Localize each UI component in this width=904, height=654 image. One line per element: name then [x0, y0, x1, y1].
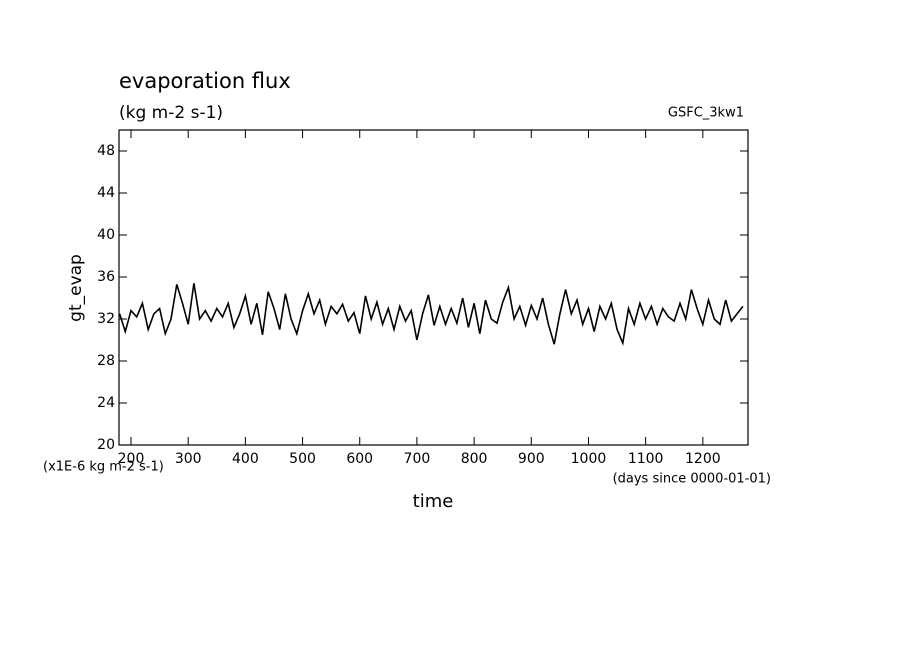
x-tick-label: 200: [118, 451, 145, 467]
y-axis-label: gt_evap: [66, 254, 86, 322]
x-tick-label: 700: [404, 451, 431, 467]
x-tick-label: 300: [175, 451, 202, 467]
y-tick-label: 32: [97, 311, 115, 327]
x-tick-label: 500: [289, 451, 316, 467]
chart-title: evaporation flux: [119, 69, 291, 93]
y-tick-label: 44: [97, 185, 115, 201]
data-line: [118, 283, 744, 346]
x-tick-label: 800: [461, 451, 488, 467]
y-tick-label: 24: [97, 395, 115, 411]
plot-frame: [118, 129, 749, 446]
y-tick-label: 40: [97, 227, 115, 243]
x-tick-label: 900: [518, 451, 545, 467]
x-tick-label: 1100: [628, 451, 664, 467]
y-units: (x1E-6 kg m-2 s-1): [43, 460, 164, 475]
y-tick-label: 20: [97, 437, 115, 453]
annotation: GSFC_3kw1: [668, 106, 744, 121]
x-tick-label: 400: [232, 451, 259, 467]
chart-subtitle: (kg m-2 s-1): [119, 103, 223, 123]
x-axis-label: time: [413, 491, 454, 512]
y-tick-label: 28: [97, 353, 115, 369]
x-tick-label: 600: [346, 451, 373, 467]
x-tick-label: 1000: [571, 451, 607, 467]
x-units: (days since 0000-01-01): [613, 472, 771, 487]
y-tick-label: 48: [97, 143, 115, 159]
y-tick-label: 36: [97, 269, 115, 285]
x-tick-label: 1200: [685, 451, 721, 467]
